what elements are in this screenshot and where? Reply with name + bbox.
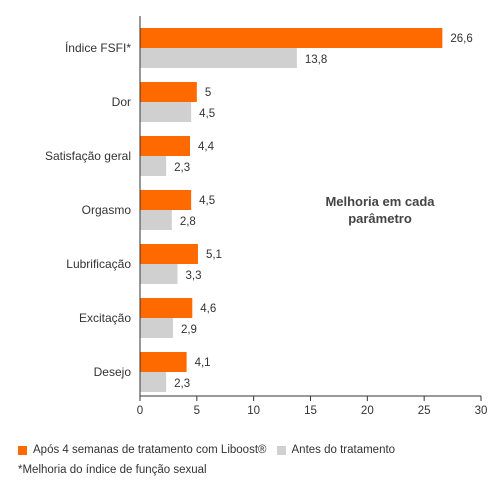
legend: Após 4 semanas de tratamento com Liboost…: [18, 444, 405, 456]
legend-item-before: Antes do tratamento: [276, 444, 396, 456]
x-tick-label: 30: [475, 405, 488, 417]
category-label: Índice FSFI*: [65, 40, 131, 55]
bar-before: [140, 318, 173, 338]
value-label-after: 4,5: [199, 195, 215, 207]
value-labels: 26,613,854,54,42,34,52,85,13,34,62,94,12…: [174, 33, 473, 390]
legend-label-before: Antes do tratamento: [291, 444, 396, 456]
bar-after: [140, 244, 198, 264]
value-label-after: 5,1: [206, 249, 222, 261]
legend-item-after: Após 4 semanas de tratamento com Liboost…: [18, 444, 267, 456]
x-tick-label: 0: [137, 405, 143, 417]
bar-after: [140, 28, 443, 48]
legend-swatch-after: [18, 445, 27, 455]
value-label-after: 4,6: [200, 303, 216, 315]
value-label-before: 2,8: [180, 216, 196, 228]
annotation-line: parâmetro: [348, 211, 412, 226]
bar-after: [140, 82, 197, 102]
x-tick-label: 15: [304, 405, 317, 417]
value-label-before: 4,5: [199, 108, 215, 120]
legend-label-after: Após 4 semanas de tratamento com Liboost…: [33, 444, 267, 456]
bar-before: [140, 210, 172, 230]
bar-before: [140, 264, 178, 284]
x-axis: 0 5 10 15 20 25 30: [137, 16, 488, 417]
value-label-after: 4,1: [195, 357, 211, 369]
category-labels: Índice FSFI* Dor Satisfação geral Orgasmo Lu…: [45, 40, 131, 379]
bar-after: [140, 352, 187, 372]
bar-before: [140, 102, 192, 122]
bar-after: [140, 298, 193, 318]
bar-before: [140, 156, 167, 176]
category-label: Desejo: [94, 365, 132, 379]
value-label-before: 3,3: [186, 270, 202, 282]
category-label: Lubrificação: [66, 257, 131, 271]
bar-after: [140, 190, 192, 210]
category-label: Orgasmo: [82, 203, 132, 217]
bar-after: [140, 136, 191, 156]
category-label: Excitação: [79, 311, 131, 325]
bars: [140, 28, 443, 392]
value-label-before: 13,8: [305, 54, 327, 66]
value-label-before: 2,3: [174, 378, 190, 390]
chart-annotation: Melhoria em cada parâmetro: [325, 194, 435, 226]
footnote: *Melhoria do índice de função sexual: [18, 464, 207, 476]
bar-before: [140, 48, 297, 68]
value-label-after: 5: [205, 87, 211, 99]
category-label: Satisfação geral: [45, 149, 131, 163]
annotation-line: Melhoria em cada: [325, 194, 435, 209]
value-label-after: 4,4: [198, 141, 215, 153]
value-label-before: 2,9: [181, 324, 197, 336]
x-tick-label: 10: [247, 405, 260, 417]
x-tick-label: 20: [361, 405, 374, 417]
legend-swatch-before: [276, 445, 286, 455]
x-tick-label: 25: [418, 405, 431, 417]
bar-before: [140, 372, 167, 392]
category-label: Dor: [112, 95, 131, 109]
value-label-before: 2,3: [174, 162, 190, 174]
x-tick-label: 5: [194, 405, 200, 417]
value-label-after: 26,6: [450, 33, 472, 45]
